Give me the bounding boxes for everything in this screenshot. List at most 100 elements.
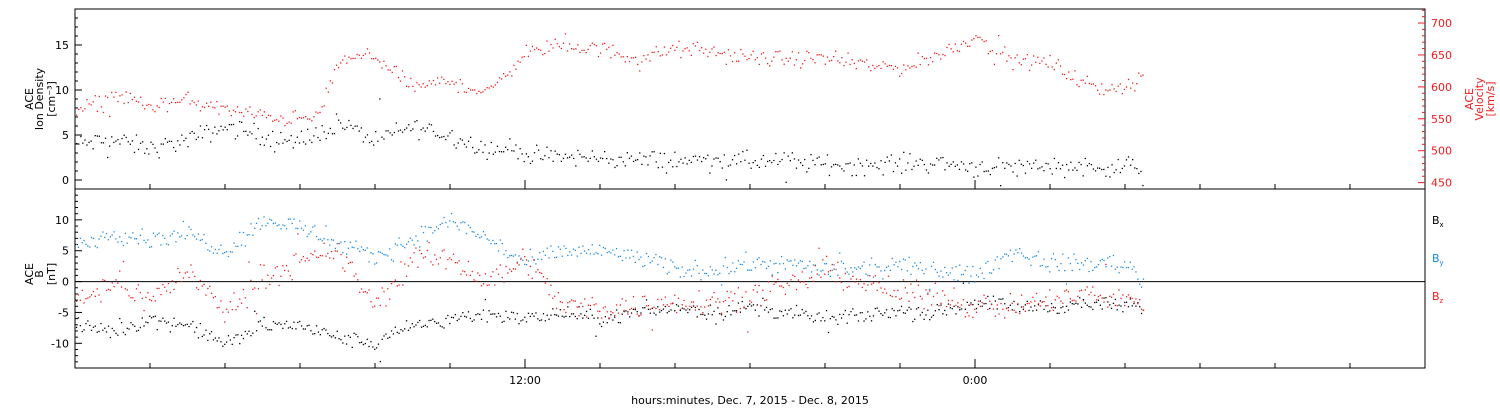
by-point bbox=[469, 226, 471, 229]
bz-point bbox=[824, 273, 826, 275]
density-tick-label: 0 bbox=[62, 174, 69, 187]
bx-point bbox=[370, 341, 372, 343]
velocity-point bbox=[709, 51, 711, 53]
by-point bbox=[224, 252, 226, 254]
bz-point bbox=[535, 271, 537, 273]
bx-point bbox=[947, 303, 950, 305]
ion-density-point bbox=[117, 139, 119, 141]
bx-point bbox=[484, 298, 486, 301]
velocity-point bbox=[391, 71, 393, 74]
by-point bbox=[1095, 266, 1098, 268]
bx-point bbox=[822, 316, 824, 319]
by-point bbox=[765, 267, 768, 270]
ion-density-point bbox=[857, 158, 859, 160]
by-point bbox=[998, 268, 1000, 270]
ion-density-point bbox=[503, 151, 505, 153]
by-point bbox=[861, 265, 863, 267]
bx-point bbox=[209, 333, 211, 335]
bx-point bbox=[291, 327, 293, 330]
bx-point bbox=[259, 320, 261, 322]
bx-point bbox=[368, 345, 370, 348]
bx-point bbox=[874, 307, 876, 310]
by-point bbox=[608, 251, 610, 253]
by-point bbox=[728, 272, 730, 275]
by-point bbox=[1092, 269, 1094, 271]
bx-point bbox=[957, 306, 959, 308]
bx-point bbox=[285, 320, 288, 322]
velocity-point bbox=[837, 60, 839, 62]
by-point bbox=[334, 247, 336, 250]
velocity-point bbox=[684, 48, 686, 50]
bz-point bbox=[374, 305, 376, 307]
bx-point bbox=[293, 321, 295, 323]
ion-density-point bbox=[498, 150, 501, 153]
velocity-point bbox=[698, 49, 701, 52]
bz-point bbox=[743, 306, 745, 308]
by-point bbox=[494, 243, 496, 245]
bz-point bbox=[992, 308, 995, 310]
by-point bbox=[1032, 256, 1034, 258]
bz-point bbox=[1105, 263, 1107, 266]
bx-point bbox=[79, 325, 81, 327]
bx-point bbox=[338, 338, 340, 340]
by-point bbox=[304, 225, 306, 227]
by-point bbox=[855, 268, 858, 270]
bx-point bbox=[1097, 299, 1100, 301]
by-point bbox=[977, 276, 980, 278]
bz-point bbox=[945, 305, 948, 308]
ion-density-point bbox=[393, 131, 395, 134]
bz-point bbox=[872, 282, 875, 284]
ion-density-point bbox=[958, 168, 961, 170]
bx-point bbox=[576, 318, 578, 320]
bz-point bbox=[214, 295, 216, 298]
bz-point bbox=[591, 297, 593, 299]
by-point bbox=[420, 226, 423, 228]
bx-point bbox=[570, 313, 573, 315]
bx-point bbox=[685, 309, 687, 311]
bx-point bbox=[212, 339, 215, 341]
velocity-point bbox=[579, 51, 581, 54]
bx-point bbox=[330, 336, 333, 338]
velocity-point bbox=[614, 54, 616, 56]
bx-point bbox=[351, 346, 353, 348]
bx-point bbox=[533, 315, 535, 317]
velocity-point bbox=[311, 120, 313, 122]
velocity-point bbox=[762, 52, 765, 54]
bz-point bbox=[158, 287, 160, 290]
by-point bbox=[1065, 283, 1068, 285]
ion-density-point bbox=[214, 126, 216, 128]
velocity-point bbox=[241, 111, 243, 114]
velocity-point bbox=[344, 55, 346, 57]
bz-point bbox=[278, 284, 280, 287]
velocity-point bbox=[752, 50, 754, 52]
bz-point bbox=[428, 241, 430, 244]
bx-point bbox=[949, 307, 951, 309]
ion-density-point bbox=[480, 140, 482, 143]
ion-density-point bbox=[676, 165, 678, 168]
bz-point bbox=[499, 264, 501, 266]
velocity-point bbox=[362, 54, 364, 57]
bx-point bbox=[557, 315, 560, 317]
velocity-point bbox=[86, 99, 88, 101]
by-point bbox=[1097, 264, 1100, 266]
by-point bbox=[227, 255, 230, 258]
bx-point bbox=[792, 317, 794, 319]
by-point bbox=[810, 271, 813, 273]
ion-density-point bbox=[509, 138, 511, 140]
velocity-point bbox=[736, 60, 738, 62]
bz-point bbox=[240, 302, 243, 304]
bx-point bbox=[182, 325, 185, 327]
by-point bbox=[1054, 259, 1056, 261]
bz-point bbox=[996, 304, 998, 306]
ion-density-point bbox=[474, 152, 476, 154]
bx-point bbox=[85, 323, 87, 325]
bz-point bbox=[355, 273, 357, 275]
bz-point bbox=[465, 274, 468, 276]
by-point bbox=[85, 243, 87, 245]
by-point bbox=[407, 241, 410, 243]
bx-point bbox=[439, 325, 441, 327]
by-point bbox=[1011, 260, 1013, 263]
bx-point bbox=[531, 313, 533, 315]
bx-point bbox=[284, 323, 286, 325]
bz-point bbox=[647, 305, 650, 307]
